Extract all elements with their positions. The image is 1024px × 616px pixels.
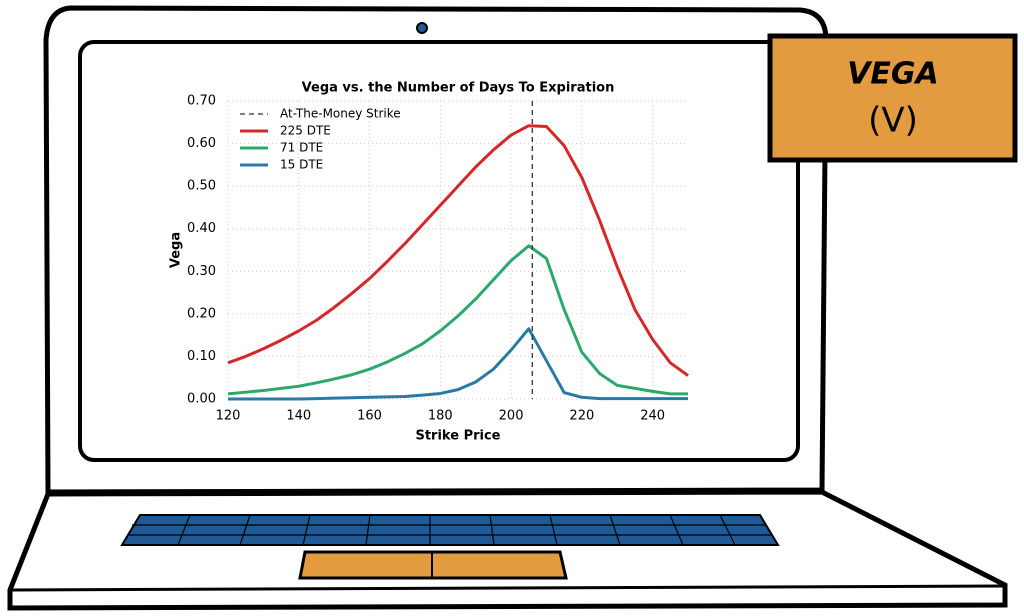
x-axis-label: Strike Price: [415, 429, 500, 444]
badge-title: VEGA: [847, 57, 939, 92]
x-tick-label: 200: [499, 409, 524, 424]
badge-symbol: (V): [868, 101, 918, 141]
y-tick-label: 0.00: [187, 392, 216, 407]
keys: [127, 514, 772, 546]
y-tick-label: 0.10: [187, 349, 216, 364]
keyboard: [120, 514, 780, 546]
x-tick-label: 160: [357, 409, 382, 424]
y-tick-label: 0.70: [187, 94, 216, 109]
x-tick-label: 220: [569, 409, 594, 424]
y-tick-label: 0.20: [187, 306, 216, 321]
x-tick-label: 140: [286, 409, 311, 424]
legend-label: At-The-Money Strike: [280, 107, 401, 121]
legend-label: 225 DTE: [280, 124, 331, 138]
y-tick-label: 0.30: [187, 264, 216, 279]
badge: [767, 33, 1018, 163]
y-axis-label: Vega: [169, 232, 184, 268]
x-tick-label: 120: [216, 409, 241, 424]
chart-title: Vega vs. the Number of Days To Expiratio…: [302, 81, 615, 96]
y-tick-label: 0.40: [187, 221, 216, 236]
x-tick-label: 180: [428, 409, 453, 424]
camera: [416, 22, 428, 34]
y-tick-label: 0.50: [187, 179, 216, 194]
legend-label: 15 DTE: [280, 158, 323, 172]
y-tick-label: 0.60: [187, 136, 216, 151]
plot: 0.00 0.10 0.20 0.30 0.40 0.50 0.60 0.70 120 140 16…: [187, 94, 689, 424]
x-tick-label: 240: [640, 409, 665, 424]
base-edge: [11, 584, 1004, 592]
series-line: [228, 327, 688, 401]
series-line: [227, 244, 688, 396]
legend-label: 71 DTE: [280, 141, 323, 155]
series-line: [227, 124, 689, 377]
